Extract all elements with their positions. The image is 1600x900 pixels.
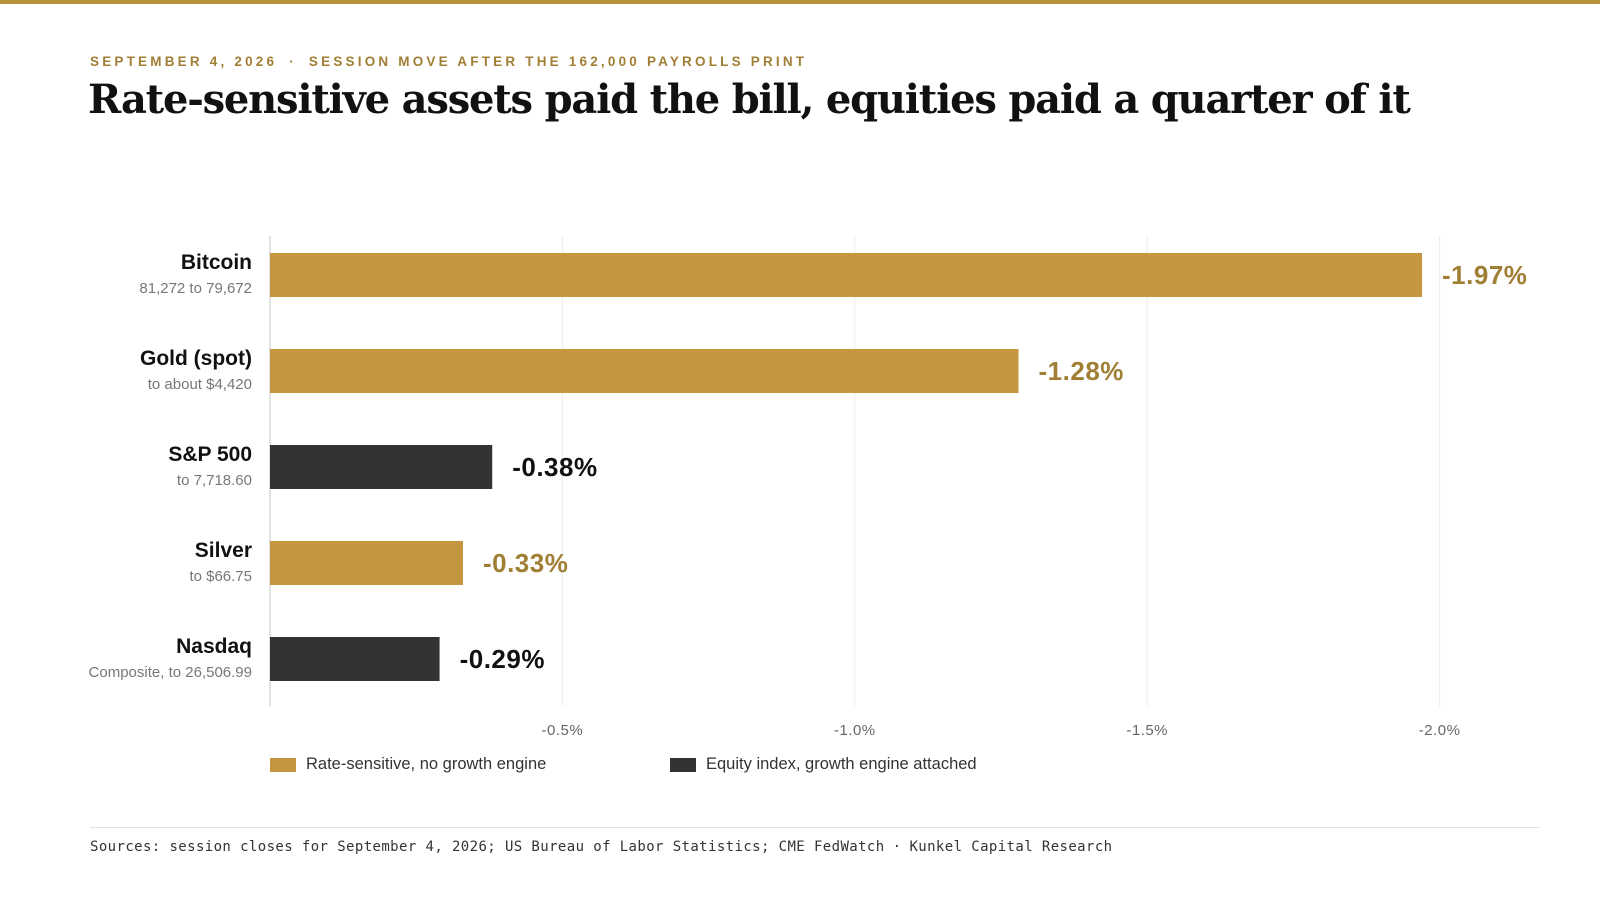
legend-item-equity-index: Equity index, growth engine attached	[670, 755, 977, 774]
bar-bitcoin	[270, 253, 1423, 297]
x-tick-label: -1.5%	[1126, 722, 1168, 739]
category-sublabel: to about $4,420	[148, 376, 252, 393]
legend-swatch-rate-sensitive	[270, 757, 296, 772]
category-label: Silver	[195, 539, 252, 562]
category-label: Nasdaq	[176, 635, 252, 658]
bar-s-p-500	[270, 445, 493, 489]
footer-credit: Kunkel Capital Research	[909, 839, 1113, 855]
category-sublabel: to 7,718.60	[177, 472, 252, 489]
footer-separator: ·	[892, 839, 902, 855]
footer-sources-text: Sources: session closes for September 4,…	[90, 839, 885, 855]
eyebrow-separator: ·	[289, 54, 297, 69]
x-tick-label: -2.0%	[1419, 722, 1461, 739]
bar-chart: -0.5% -1.0% -1.5% -2.0% Bitcoin 81,272 to 79,…	[89, 236, 1527, 739]
footer-sources: Sources: session closes for September 4,…	[90, 839, 1113, 855]
category-sublabel: Composite, to 26,506.99	[89, 664, 252, 681]
x-tick-label: -1.0%	[834, 722, 876, 739]
data-label: -0.38%	[512, 452, 597, 482]
category-label: Bitcoin	[181, 251, 252, 274]
category-label: Gold (spot)	[140, 347, 252, 370]
data-label: -0.33%	[483, 548, 568, 578]
category-sublabel: 81,272 to 79,672	[139, 280, 252, 297]
bar-gold-spot	[270, 349, 1019, 393]
data-label: -1.97%	[1442, 260, 1527, 290]
legend-label-equity-index: Equity index, growth engine attached	[706, 755, 977, 773]
bar-silver	[270, 541, 463, 585]
legend-label-rate-sensitive: Rate-sensitive, no growth engine	[306, 755, 547, 773]
eyebrow: SEPTEMBER 4, 2026 · SESSION MOVE AFTER THE…	[90, 54, 807, 69]
legend-item-rate-sensitive: Rate-sensitive, no growth engine	[270, 755, 546, 774]
top-accent-rule	[0, 0, 1600, 4]
category-sublabel: to $66.75	[189, 568, 252, 585]
eyebrow-kicker: SESSION MOVE AFTER THE 162,000 PAYROLLS …	[308, 54, 808, 69]
footer-divider	[90, 827, 1540, 828]
data-label: -1.28%	[1039, 356, 1124, 386]
chart-title: Rate-sensitive assets paid the bill, equ…	[88, 76, 1411, 123]
category-label: S&P 500	[168, 443, 252, 466]
legend-swatch-equity-index	[670, 757, 696, 772]
data-label: -0.29%	[460, 644, 545, 674]
bar-nasdaq	[270, 637, 440, 681]
eyebrow-date: SEPTEMBER 4, 2026	[90, 54, 278, 69]
x-tick-label: -0.5%	[542, 722, 584, 739]
